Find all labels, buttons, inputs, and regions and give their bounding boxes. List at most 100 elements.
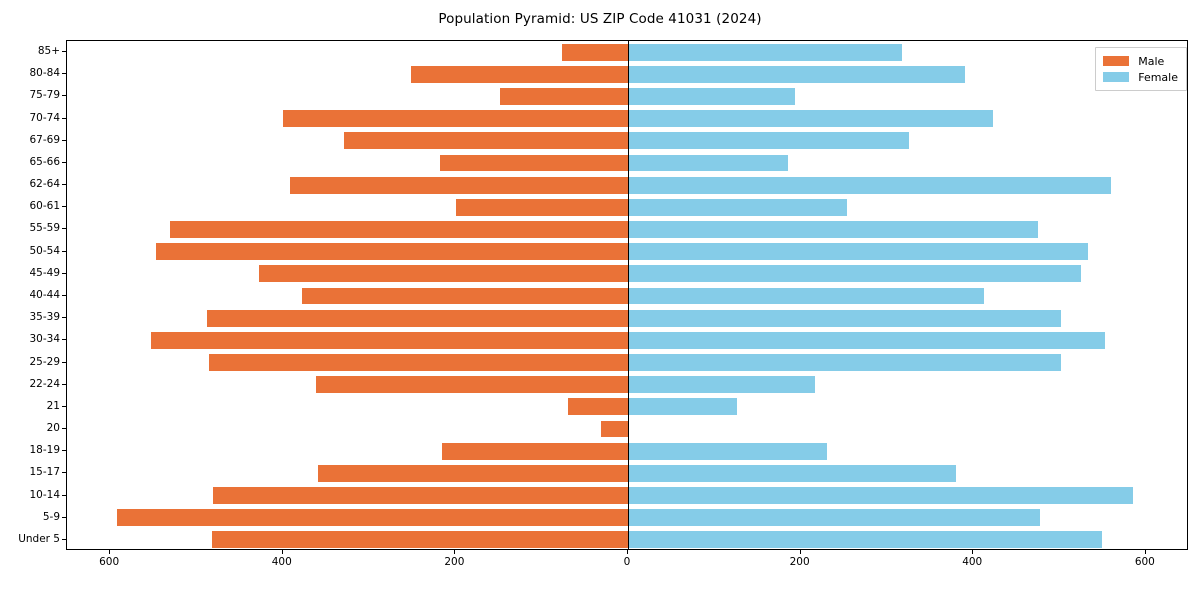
bar-row: [67, 132, 1187, 150]
bar-row: [67, 176, 1187, 194]
bar-female: [628, 132, 909, 150]
bar-female: [628, 309, 1062, 327]
bar-female: [628, 154, 788, 172]
bar-female: [628, 287, 985, 305]
x-axis-tick-label: 0: [623, 556, 631, 568]
y-axis-tick-mark: [62, 361, 66, 363]
bar-row: [67, 287, 1187, 305]
y-axis-tick-mark: [62, 339, 66, 341]
y-axis-tick-mark: [62, 51, 66, 53]
y-axis-tick-label: 85+: [37, 45, 60, 58]
bar-female: [628, 509, 1040, 527]
x-axis-ticks: [66, 550, 1188, 555]
y-axis-tick-label: 30-34: [29, 333, 60, 346]
x-axis-tick-mark: [799, 550, 801, 554]
x-axis-tick-label: 400: [271, 556, 292, 568]
bar-female: [628, 376, 816, 394]
bar-row: [67, 331, 1187, 349]
bar-row: [67, 398, 1187, 416]
y-axis-tick-label: 35-39: [29, 311, 60, 324]
bar-row: [67, 309, 1187, 327]
bar-female: [628, 265, 1082, 283]
bar-male: [155, 243, 628, 261]
bar-row: [67, 376, 1187, 394]
bar-row: [67, 43, 1187, 61]
bar-female: [628, 442, 827, 460]
y-axis-tick-label: 20: [46, 422, 60, 435]
bar-female: [628, 331, 1106, 349]
y-axis-tick-mark: [62, 405, 66, 407]
y-axis-tick-label: 65-66: [29, 155, 60, 168]
bar-male: [212, 487, 628, 504]
y-axis-tick-label: 80-84: [29, 67, 60, 80]
bar-female: [628, 221, 1038, 238]
x-axis-tick-label: 600: [1134, 556, 1155, 568]
y-axis-tick-label: 45-49: [29, 266, 60, 279]
bar-male: [150, 331, 628, 349]
bar-male: [344, 132, 628, 150]
y-axis-tick-mark: [62, 472, 66, 474]
y-axis-tick-mark: [62, 139, 66, 141]
y-axis-tick-label: 60-61: [29, 200, 60, 213]
chart-legend: Male Female: [1095, 47, 1187, 91]
bar-row: [67, 464, 1187, 482]
bar-male: [456, 198, 628, 216]
bar-female: [628, 110, 994, 128]
bar-male: [169, 221, 628, 238]
bar-row: [67, 198, 1187, 216]
y-axis-ticks: [62, 40, 66, 550]
bar-male: [258, 265, 628, 283]
center-axis-line: [628, 41, 629, 549]
legend-swatch-female-icon: [1103, 72, 1130, 82]
y-axis-tick-label: 18-19: [29, 444, 60, 457]
bar-male: [206, 309, 628, 327]
bar-row: [67, 531, 1187, 549]
y-axis-tick-label: 55-59: [29, 222, 60, 235]
legend-label-female: Female: [1138, 70, 1178, 84]
bar-row: [67, 154, 1187, 172]
y-axis-tick-label: 50-54: [29, 244, 60, 257]
x-axis-tick-mark: [109, 550, 111, 554]
x-axis-tick-mark: [972, 550, 974, 554]
y-axis-tick-label: Under 5: [18, 532, 60, 545]
y-axis-tick-mark: [62, 95, 66, 97]
bar-row: [67, 88, 1187, 105]
y-axis-tick-mark: [62, 538, 66, 540]
y-axis-tick-mark: [62, 250, 66, 252]
bar-female: [628, 176, 1112, 194]
y-axis-tick-label: 5-9: [42, 510, 60, 523]
bar-male: [411, 65, 628, 83]
y-axis-tick-mark: [62, 117, 66, 119]
x-axis-tick-label: 400: [962, 556, 983, 568]
y-axis-tick-label: 40-44: [29, 289, 60, 301]
y-axis-tick-label: 10-14: [29, 488, 60, 501]
x-axis-tick-label: 200: [789, 556, 810, 568]
bar-row: [67, 243, 1187, 261]
bar-male: [301, 287, 628, 305]
y-axis-tick-label: 62-64: [29, 178, 60, 191]
bar-female: [628, 354, 1062, 371]
y-axis-tick-mark: [62, 516, 66, 518]
bar-row: [67, 110, 1187, 128]
bar-male: [561, 43, 628, 61]
bar-row: [67, 354, 1187, 371]
y-axis-tick-mark: [62, 206, 66, 208]
x-axis-tick-mark: [1144, 550, 1146, 554]
bar-female: [628, 65, 966, 83]
bar-male: [441, 442, 628, 460]
y-axis-tick-label: 70-74: [29, 111, 60, 124]
y-axis-tick-label: 15-17: [29, 466, 60, 479]
y-axis-tick-label: 21: [46, 399, 60, 412]
y-axis-tick-mark: [62, 73, 66, 75]
legend-item-male: Male: [1103, 53, 1178, 69]
bar-male: [316, 376, 628, 394]
bar-male: [568, 398, 628, 416]
chart-title: Population Pyramid: US ZIP Code 41031 (2…: [438, 11, 762, 27]
bar-male: [282, 110, 628, 128]
y-axis-labels: 85+ 80-84 75-79 70-74 67-69 65-66 62-64 60-61 55…: [0, 40, 60, 550]
bar-female: [628, 43, 902, 61]
bar-row: [67, 487, 1187, 504]
y-axis-tick-label: 22-24: [29, 377, 60, 390]
y-axis-tick-mark: [62, 228, 66, 230]
